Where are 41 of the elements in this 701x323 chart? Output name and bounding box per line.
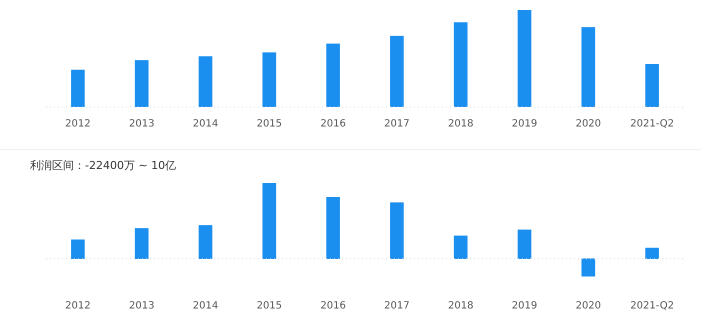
x-tick-label: 2021-Q2 <box>630 300 674 312</box>
x-tick-label: 2019 <box>512 300 538 312</box>
x-tick-label: 2013 <box>128 118 154 130</box>
bar <box>198 225 212 260</box>
x-tick-label: 2017 <box>384 300 410 312</box>
bar <box>390 36 404 107</box>
x-tick-label: 2015 <box>256 118 282 130</box>
x-tick-label: 2018 <box>448 300 474 312</box>
x-tick-label: 2014 <box>192 300 218 312</box>
bar <box>198 56 212 107</box>
bar <box>454 236 468 260</box>
x-tick-label: 2020 <box>576 118 602 130</box>
chart-title: 利润区间：-22400万 ~ 10亿 <box>29 158 178 174</box>
x-tick-label: 2014 <box>192 118 218 130</box>
bar <box>262 183 276 260</box>
bar <box>390 202 404 260</box>
bar <box>71 70 85 107</box>
x-tick-label: 2012 <box>65 300 91 312</box>
x-tick-label: 2017 <box>384 118 410 130</box>
bar <box>326 197 340 260</box>
x-tick-label: 2020 <box>576 300 602 312</box>
bar <box>326 44 340 107</box>
bar <box>454 22 468 107</box>
x-tick-label: 2015 <box>256 300 282 312</box>
bar <box>581 27 596 107</box>
bar <box>581 258 596 276</box>
bar <box>645 248 659 260</box>
bar <box>645 64 659 107</box>
x-tick-label: 2018 <box>448 118 474 130</box>
x-tick-label: 2021-Q2 <box>630 118 674 130</box>
bar <box>262 52 276 107</box>
x-tick-label: 2013 <box>128 300 154 312</box>
bar <box>134 228 149 260</box>
x-tick-label: 2016 <box>320 300 346 312</box>
x-tick-label: 2019 <box>512 118 538 130</box>
bar <box>134 60 149 107</box>
x-tick-label: 2016 <box>320 118 346 130</box>
x-tick-label: 2012 <box>65 118 91 130</box>
bar <box>518 230 532 260</box>
bar <box>71 239 85 260</box>
bar <box>518 10 532 107</box>
